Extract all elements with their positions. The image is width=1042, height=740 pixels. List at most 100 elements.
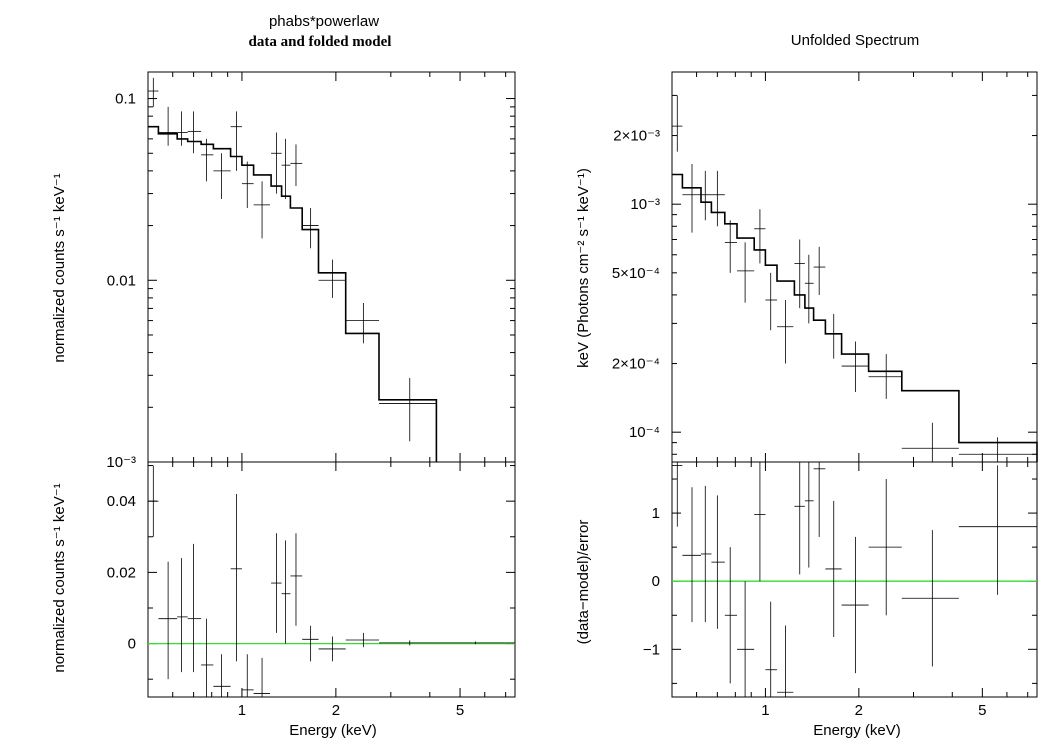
- y-tick-label: 0: [652, 573, 660, 590]
- y-tick-label: 0: [128, 636, 136, 653]
- left-bottom-ylabel: normalized counts s⁻¹ keV⁻¹: [51, 483, 68, 672]
- y-tick-label: 0.01: [107, 272, 136, 289]
- data-point: [777, 625, 794, 697]
- data-point: [841, 341, 869, 393]
- y-tick-label: 10⁻³: [630, 196, 660, 213]
- data-point: [379, 640, 437, 646]
- data-point: [765, 601, 778, 697]
- data-point: [271, 132, 282, 194]
- panel-sigma-residuals: 1 2 5 −1 0 1: [643, 461, 1038, 719]
- data-point: [290, 533, 303, 626]
- data-point: [187, 111, 202, 154]
- data-point: [345, 302, 380, 344]
- data-point: [345, 632, 380, 648]
- data-point: [868, 479, 902, 616]
- data-point: [281, 540, 291, 644]
- left-panel-subtitle: data and folded model: [249, 34, 392, 50]
- data-point: [958, 437, 1037, 462]
- y-tick-label: 10⁻³: [106, 454, 136, 471]
- data-point: [253, 657, 270, 697]
- y-tick-label: 0.1: [115, 91, 136, 108]
- data-point: [318, 259, 346, 298]
- data-point: [318, 636, 346, 662]
- data-point: [230, 111, 242, 171]
- x-tick-label: 5: [978, 702, 986, 719]
- data-point: [158, 561, 178, 680]
- y-tick-label: 2×10⁻⁴: [612, 356, 660, 373]
- data-point: [290, 144, 303, 187]
- data-point: [711, 170, 725, 227]
- y-tick-label: −1: [643, 641, 660, 658]
- data-point: [281, 138, 291, 200]
- data-point: [724, 547, 738, 684]
- model-step-line: [148, 125, 438, 462]
- left-xlabel: Energy (keV): [289, 722, 377, 739]
- data-point: [302, 625, 319, 662]
- data-point: [201, 138, 214, 182]
- data-point: [271, 533, 282, 633]
- y-tick-label: 10⁻⁴: [629, 424, 660, 441]
- data-point: [187, 543, 202, 673]
- data-point: [841, 536, 869, 674]
- model-step-line: [672, 173, 1038, 462]
- x-tick-label: 1: [238, 702, 246, 719]
- data-point: [177, 558, 188, 673]
- left-panel-title: phabs*powerlaw: [269, 13, 379, 30]
- data-point: [754, 462, 766, 582]
- data-point: [672, 95, 683, 152]
- y-tick-label: 0.04: [107, 493, 136, 510]
- right-top-ylabel: keV (Photons cm⁻² s⁻¹ keV⁻¹): [575, 168, 592, 368]
- data-point: [213, 654, 231, 697]
- data-point: [158, 106, 178, 146]
- data-point: [230, 494, 242, 662]
- data-point: [213, 153, 231, 200]
- data-point: [825, 313, 842, 359]
- right-xlabel: Energy (keV): [813, 722, 901, 739]
- data-point: [436, 641, 515, 645]
- plot-frame: [147, 461, 516, 698]
- data-point: [868, 354, 902, 399]
- data-point: [177, 111, 188, 146]
- x-tick-label: 2: [332, 702, 340, 719]
- data-point: [737, 242, 755, 303]
- data-point: [148, 77, 159, 107]
- data-point: [813, 246, 826, 295]
- data-point: [201, 618, 214, 697]
- data-point: [901, 530, 959, 667]
- data-point: [794, 462, 805, 575]
- y-tick-label: 2×10⁻³: [613, 128, 660, 145]
- y-tick-label: 0.02: [107, 564, 136, 581]
- panel-unfolded-spectrum: 10⁻⁴ 2×10⁻⁴ 5×10⁻⁴ 10⁻³ 2×10⁻³: [612, 71, 1038, 463]
- data-point: [737, 581, 755, 697]
- data-point: [700, 170, 712, 221]
- data-point: [777, 299, 794, 364]
- data-point: [711, 495, 725, 629]
- data-point: [765, 272, 778, 331]
- data-point: [700, 485, 712, 623]
- data-point: [241, 161, 254, 208]
- data-point: [682, 164, 701, 233]
- data-point: [754, 209, 766, 264]
- data-point: [794, 239, 805, 309]
- data-point: [302, 207, 319, 249]
- x-tick-label: 2: [855, 702, 863, 719]
- left-top-ylabel: normalized counts s⁻¹ keV⁻¹: [51, 173, 68, 362]
- data-point: [901, 422, 959, 462]
- data-point: [813, 462, 826, 537]
- data-point: [682, 487, 701, 623]
- y-tick-label: 5×10⁻⁴: [612, 265, 660, 282]
- right-panel-title: Unfolded Spectrum: [791, 32, 919, 49]
- data-point: [724, 220, 738, 273]
- data-point: [825, 500, 842, 638]
- data-point: [253, 181, 270, 239]
- right-bottom-ylabel: (data−model)/error: [575, 520, 592, 645]
- plot-frame: [671, 461, 1038, 698]
- x-tick-label: 1: [761, 702, 769, 719]
- data-point: [672, 462, 683, 527]
- panel-folded-spectrum: 0.1 0.01 10⁻³: [106, 71, 516, 471]
- data-point: [958, 465, 1037, 595]
- data-point: [241, 654, 254, 697]
- data-point: [804, 462, 814, 568]
- data-point: [148, 465, 159, 537]
